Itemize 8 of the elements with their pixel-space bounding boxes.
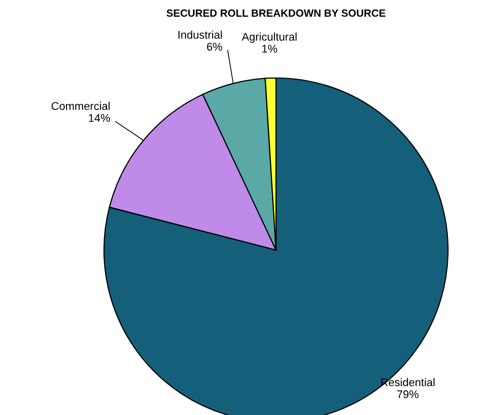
slice-label: Commercial [52, 102, 110, 110]
slice-label: Agricultural [242, 32, 297, 43]
data-label: 14% [88, 114, 110, 122]
data-label: 6% [207, 42, 222, 51]
data-label: 1% [262, 44, 278, 53]
data-label: 79% [397, 390, 418, 398]
chart-title: SECURED ROLL BREAKDOWN BY SOURCE [166, 9, 386, 17]
slice-label: Industrial [178, 30, 222, 39]
